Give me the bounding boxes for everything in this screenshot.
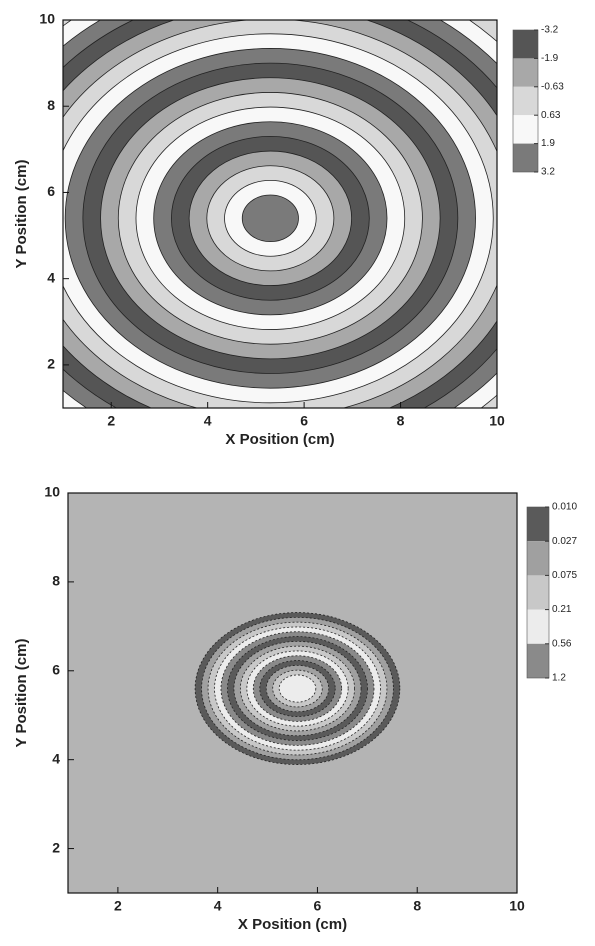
x-tick-label: 8 [397,413,405,429]
colorbar-label: 0.56 [552,638,572,649]
y-axis-label: Y Position (cm) [13,160,30,269]
colorbar-label: -0.63 [541,81,564,92]
y-tick-label: 10 [39,11,55,27]
colorbar-band [513,143,538,172]
colorbar-label: 1.2 [552,673,566,684]
colorbar-label: 0.027 [552,536,577,547]
plot-frame [67,492,518,894]
colorbar-label: 0.21 [552,604,572,615]
x-tick-label: 4 [204,413,212,429]
contour-field [63,20,497,408]
x-tick-label: 8 [413,898,421,914]
colorbar-band [513,30,538,59]
colorbar-label: -1.9 [541,53,559,64]
contour-band [241,194,299,242]
colorbar-label: 0.010 [552,502,577,513]
y-tick-label: 4 [52,750,60,766]
x-tick-label: 6 [300,413,308,429]
colorbar-band [527,507,549,542]
y-tick-label: 6 [52,661,60,677]
colorbar-frame [526,506,550,679]
colorbar-frame [512,29,539,173]
x-tick-label: 4 [214,898,222,914]
plot-frame [62,19,498,409]
colorbar-label: -3.2 [541,25,559,36]
y-tick-label: 2 [52,839,60,855]
colorbar-label: 1.9 [541,138,555,149]
y-tick-label: 6 [47,183,55,199]
colorbar-band [513,86,538,116]
y-tick-label: 8 [52,573,60,589]
x-axis-label: X Position (cm) [238,916,347,933]
y-tick-label: 2 [47,356,55,372]
x-tick-label: 10 [489,413,505,429]
x-tick-label: 10 [509,898,525,914]
colorbar-band [513,115,538,144]
colorbar-label: 0.075 [552,570,577,581]
colorbar-label: 3.2 [541,167,555,178]
colorbar-band [513,58,538,87]
colorbar-band [527,643,549,678]
x-tick-label: 6 [314,898,322,914]
y-tick-label: 8 [47,97,55,113]
x-tick-label: 2 [107,413,115,429]
x-tick-label: 2 [114,898,122,914]
y-tick-label: 10 [44,484,60,500]
y-axis-label: Y Position (cm) [13,639,30,748]
contour-band [278,674,317,703]
colorbar-band [527,575,549,610]
contour-field [68,493,517,893]
colorbar-band [527,541,549,576]
colorbar-band [527,609,549,644]
colorbar-label: 0.63 [541,110,561,121]
y-tick-label: 4 [47,269,55,285]
x-axis-label: X Position (cm) [225,431,334,448]
